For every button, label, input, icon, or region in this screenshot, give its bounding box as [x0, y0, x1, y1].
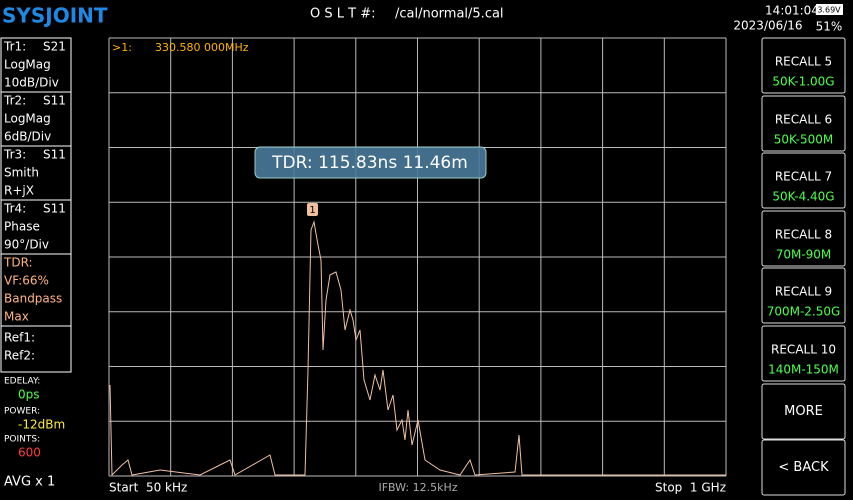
trace-format: Phase	[4, 220, 40, 234]
button-frame[interactable]	[761, 152, 846, 209]
menu-button[interactable]: < BACK	[761, 439, 846, 496]
stop-freq: Stop 1 GHz	[655, 481, 726, 495]
tdr-line: VF:66%	[4, 274, 49, 288]
trace-param: S11	[43, 202, 66, 216]
button-frame[interactable]	[761, 37, 846, 94]
points: 600	[18, 446, 41, 460]
button-frame[interactable]	[761, 383, 846, 440]
tdr-line: Max	[4, 310, 29, 324]
date: 2023/06/16	[733, 19, 802, 33]
button-sub[interactable]: 700M-2.50G	[767, 305, 841, 319]
button-label[interactable]: RECALL 9	[775, 285, 832, 299]
trace-id: Tr3:	[3, 148, 26, 162]
tdr-line: TDR:	[3, 256, 33, 270]
trace-param: S11	[43, 148, 66, 162]
start-freq: Start 50 kHz	[109, 481, 187, 495]
menu-button[interactable]: RECALL 6 50K-500M	[761, 95, 846, 152]
avg: AVG x 1	[4, 475, 55, 490]
button-sub[interactable]: 50K-4.40G	[772, 190, 834, 204]
cal-label: O S L T #:	[310, 7, 375, 22]
grid	[108, 37, 727, 477]
button-frame[interactable]	[761, 210, 846, 267]
trace-id: Tr4:	[3, 202, 26, 216]
trace-param: S11	[43, 94, 66, 108]
marker-flag	[307, 203, 318, 216]
button-label[interactable]: RECALL 7	[775, 170, 832, 184]
trace-scale: R+jX	[4, 184, 34, 198]
ref-box	[0, 325, 72, 373]
trace-id: Tr2:	[3, 94, 26, 108]
menu-button[interactable]: RECALL 9 700M-2.50G	[761, 267, 846, 324]
ref-line: Ref1:	[4, 331, 35, 345]
menu-button[interactable]: RECALL 8 70M-90M	[761, 210, 846, 267]
button-sub[interactable]: 70M-90M	[776, 248, 832, 262]
button-sub[interactable]: 50K-500M	[774, 133, 833, 147]
trace-scale: 90°/Div	[4, 238, 49, 252]
tdr-line: Bandpass	[4, 292, 62, 306]
button-sub[interactable]: 50K-1.00G	[772, 75, 834, 89]
menu-button[interactable]: RECALL 10 140M-150M	[761, 325, 846, 382]
button-label[interactable]: RECALL 8	[775, 228, 832, 242]
menu-button[interactable]: MORE	[761, 383, 846, 440]
trace-format: LogMag	[4, 58, 51, 72]
marker-tag: 1	[309, 205, 315, 216]
power: -12dBm	[18, 418, 65, 432]
trace-panel: Tr1: S21 LogMag 10dB/Div Tr2: S11 LogMag 6dB/Di…	[0, 37, 72, 373]
edelay-label: EDELAY:	[4, 377, 40, 387]
marker-freq: 330.580 000MHz	[155, 41, 249, 54]
power-label: POWER:	[4, 407, 40, 417]
menu-button[interactable]: RECALL 7 50K-4.40G	[761, 152, 846, 209]
button-sub[interactable]: 140M-150M	[768, 363, 839, 377]
tdr-readout-box	[254, 146, 487, 179]
trace-id: Tr1:	[3, 40, 26, 54]
trace-scale: 6dB/Div	[4, 130, 51, 144]
trace-scale: 10dB/Div	[4, 76, 59, 90]
button-label[interactable]: RECALL 5	[775, 55, 832, 69]
ref-line: Ref2:	[4, 349, 35, 363]
marker-label: >1:	[112, 41, 132, 54]
button-label[interactable]: RECALL 6	[775, 113, 832, 127]
points-label: POINTS:	[4, 435, 40, 445]
trace-param: S21	[43, 40, 66, 54]
time: 14:01:04	[765, 4, 819, 18]
menu-button[interactable]: RECALL 5 50K-1.00G	[761, 37, 846, 94]
button-frame[interactable]	[761, 439, 846, 496]
tdr-readout: TDR: 115.83ns 11.46m	[271, 153, 468, 173]
button-label[interactable]: RECALL 10	[771, 343, 836, 357]
button-frame[interactable]	[761, 325, 846, 382]
trace-format: Smith	[4, 166, 39, 180]
battery-percent: 51%	[816, 20, 843, 34]
button-frame[interactable]	[761, 267, 846, 324]
tdr-trace	[109, 220, 726, 477]
ifbw: IFBW: 12.5kHz	[378, 481, 457, 494]
button-label[interactable]: < BACK	[778, 460, 829, 475]
battery-icon	[816, 4, 843, 15]
trace-format: LogMag	[4, 112, 51, 126]
edelay: 0ps	[18, 388, 40, 402]
battery-voltage: 3.69V	[817, 6, 841, 15]
button-frame[interactable]	[761, 95, 846, 152]
button-label[interactable]: MORE	[784, 404, 823, 419]
cal-file: /cal/normal/5.cal	[395, 7, 504, 22]
logo: SYSJOINT	[2, 4, 108, 28]
